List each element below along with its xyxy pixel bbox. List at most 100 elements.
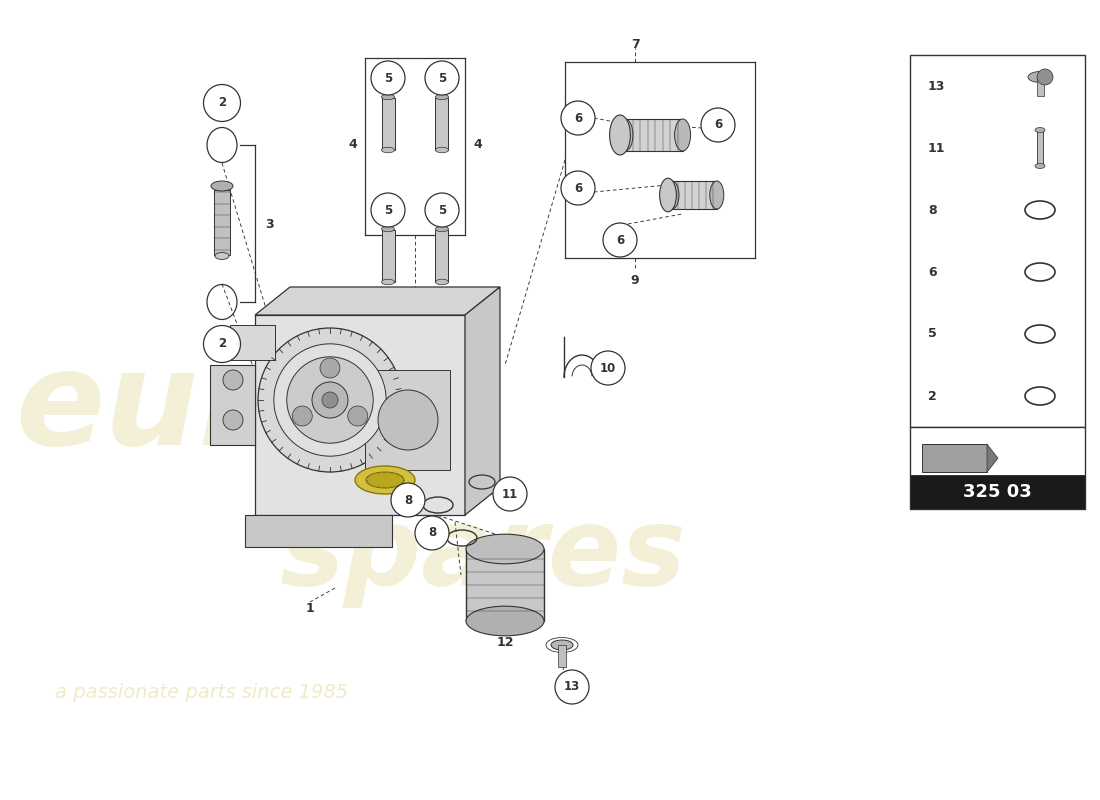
Text: 5: 5	[438, 203, 447, 217]
Circle shape	[561, 171, 595, 205]
Ellipse shape	[382, 94, 395, 100]
Ellipse shape	[366, 472, 404, 488]
Bar	[558, 645, 566, 667]
Text: 11: 11	[928, 142, 946, 154]
Text: euro: euro	[15, 345, 354, 472]
Text: 8: 8	[928, 203, 936, 217]
Text: 13: 13	[928, 79, 945, 93]
Ellipse shape	[382, 226, 395, 232]
Text: a passionate parts since 1985: a passionate parts since 1985	[55, 683, 348, 702]
Bar	[436, 98, 449, 150]
Ellipse shape	[666, 181, 679, 209]
Ellipse shape	[674, 119, 691, 151]
Bar	[466, 549, 544, 621]
Bar	[382, 230, 395, 282]
Text: 11: 11	[502, 487, 518, 501]
Text: 9: 9	[630, 274, 639, 286]
Circle shape	[371, 61, 405, 95]
Polygon shape	[255, 287, 500, 315]
Bar	[382, 98, 395, 150]
Text: 10: 10	[600, 362, 616, 374]
Text: 6: 6	[574, 111, 582, 125]
Ellipse shape	[436, 147, 449, 153]
Bar	[910, 474, 1085, 509]
Text: 7: 7	[630, 38, 639, 51]
Text: 2: 2	[218, 97, 227, 110]
Ellipse shape	[710, 181, 724, 209]
Circle shape	[320, 358, 340, 378]
Ellipse shape	[382, 279, 395, 285]
Circle shape	[312, 382, 348, 418]
Circle shape	[322, 392, 338, 408]
Text: spares: spares	[280, 502, 686, 608]
Circle shape	[223, 370, 243, 390]
Text: 6: 6	[574, 182, 582, 194]
Text: 1: 1	[306, 602, 315, 614]
FancyBboxPatch shape	[922, 444, 987, 472]
Text: 4: 4	[473, 138, 482, 151]
Circle shape	[293, 406, 312, 426]
Text: 13: 13	[564, 681, 580, 694]
Bar	[910, 427, 1085, 509]
Ellipse shape	[211, 181, 233, 191]
Circle shape	[701, 108, 735, 142]
FancyBboxPatch shape	[230, 325, 275, 360]
Circle shape	[287, 357, 373, 443]
Circle shape	[493, 477, 527, 511]
Ellipse shape	[551, 640, 573, 650]
Bar	[625, 119, 683, 151]
Ellipse shape	[1035, 163, 1045, 169]
FancyBboxPatch shape	[210, 365, 255, 445]
Bar	[910, 55, 1085, 427]
Circle shape	[591, 351, 625, 385]
Circle shape	[223, 410, 243, 430]
Circle shape	[603, 223, 637, 257]
Ellipse shape	[382, 147, 395, 153]
Bar	[1036, 76, 1044, 96]
Text: 6: 6	[714, 118, 722, 131]
Ellipse shape	[609, 115, 630, 155]
Circle shape	[274, 344, 386, 456]
Text: 4: 4	[349, 138, 358, 151]
Text: 12: 12	[492, 685, 508, 698]
Bar	[214, 190, 230, 255]
Circle shape	[378, 390, 438, 450]
Ellipse shape	[466, 606, 544, 636]
Circle shape	[1037, 69, 1053, 85]
Text: 5: 5	[438, 71, 447, 85]
Bar	[365, 370, 450, 470]
Ellipse shape	[436, 279, 449, 285]
Text: 6: 6	[928, 266, 936, 278]
Polygon shape	[987, 444, 998, 472]
Ellipse shape	[617, 119, 632, 151]
Circle shape	[425, 193, 459, 227]
Ellipse shape	[1028, 71, 1052, 82]
Circle shape	[390, 483, 425, 517]
Text: 12: 12	[496, 637, 514, 650]
Circle shape	[348, 406, 367, 426]
FancyBboxPatch shape	[255, 315, 465, 515]
Text: 8: 8	[428, 526, 436, 539]
Ellipse shape	[436, 226, 449, 232]
Ellipse shape	[355, 466, 415, 494]
Text: 3: 3	[265, 218, 274, 230]
Text: 6: 6	[616, 234, 624, 246]
Polygon shape	[465, 287, 501, 515]
FancyBboxPatch shape	[245, 515, 392, 547]
Ellipse shape	[1035, 127, 1045, 133]
Circle shape	[561, 101, 595, 135]
Circle shape	[415, 516, 449, 550]
Bar	[436, 230, 449, 282]
Text: 5: 5	[928, 327, 937, 341]
Text: 2: 2	[928, 390, 937, 402]
Text: 325 03: 325 03	[964, 482, 1032, 501]
Bar	[1037, 130, 1043, 166]
Circle shape	[425, 61, 459, 95]
Text: 2: 2	[218, 338, 227, 350]
Ellipse shape	[660, 178, 676, 212]
Bar	[672, 181, 717, 209]
Ellipse shape	[436, 94, 449, 100]
Circle shape	[204, 326, 241, 362]
Ellipse shape	[466, 534, 544, 564]
Circle shape	[371, 193, 405, 227]
